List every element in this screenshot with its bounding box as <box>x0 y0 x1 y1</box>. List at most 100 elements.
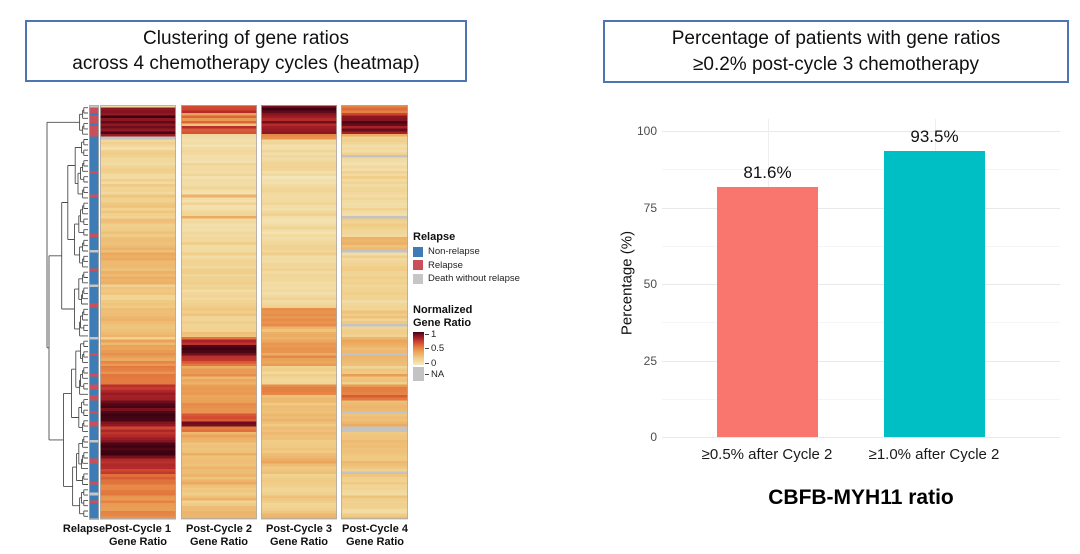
heatmap-cell <box>341 234 408 238</box>
heatmap-cell <box>100 268 176 272</box>
relapse-annotation-cell <box>89 186 99 190</box>
relapse-annotation-cell <box>89 134 99 137</box>
heatmap-cell <box>100 276 176 280</box>
relapse-annotation-cell <box>89 384 99 388</box>
heatmap-cell <box>341 482 408 486</box>
relapse-annotation-cell <box>89 184 99 188</box>
heatmap-title-line1: Clustering of gene ratios <box>143 27 349 49</box>
heatmap-cell <box>261 463 337 467</box>
heatmap-cell <box>181 410 257 414</box>
heatmap-cell <box>100 289 176 293</box>
heatmap-cell <box>181 458 257 462</box>
heatmap-cell <box>181 397 257 401</box>
heatmap-cell <box>261 192 337 195</box>
heatmap-cell <box>341 284 408 288</box>
relapse-swatch <box>413 260 423 271</box>
heatmap-col-label-3: Post-Cycle 3 Gene Ratio <box>265 523 333 548</box>
relapse-annotation-cell <box>89 286 99 290</box>
heatmap-cell <box>261 516 337 520</box>
heatmap-cell <box>261 244 337 248</box>
heatmap-cell <box>181 516 257 520</box>
heatmap-cell <box>341 358 408 362</box>
legend-item-relapse: Relapse <box>413 260 528 271</box>
relapse-annotation-cell <box>89 366 99 369</box>
heatmap-cell <box>100 511 176 515</box>
relapse-annotation-cell <box>89 189 99 193</box>
heatmap-cell <box>181 442 257 446</box>
heatmap-cell <box>100 366 176 369</box>
relapse-annotation-cell <box>89 128 99 132</box>
heatmap-cell <box>181 160 257 164</box>
heatmap-cell <box>341 503 408 507</box>
relapse-annotation-cell <box>89 503 99 507</box>
heatmap-cell <box>100 482 176 486</box>
heatmap-cell <box>341 255 408 259</box>
relapse-annotation-cell <box>89 294 99 298</box>
heatmap-cell <box>261 141 337 145</box>
heatmap-cell <box>181 260 257 264</box>
heatmap-cell <box>261 387 337 391</box>
heatmap-cell <box>341 197 408 201</box>
heatmap-cell <box>341 487 408 491</box>
heatmap-cell <box>261 331 337 335</box>
heatmap-cell <box>181 149 257 153</box>
heatmap-cell <box>100 447 176 451</box>
heatmap-cell <box>341 176 408 180</box>
heatmap-cell <box>261 202 337 206</box>
heatmap-cell <box>100 305 176 309</box>
heatmap-cell <box>341 279 408 282</box>
heatmap-cell <box>181 276 257 280</box>
heatmap-cell <box>181 355 257 359</box>
heatmap-cell <box>181 424 257 428</box>
heatmap-cell <box>181 147 257 151</box>
heatmap-cell <box>181 318 257 322</box>
heatmap-plot <box>46 105 408 520</box>
heatmap-cell <box>100 231 176 235</box>
relapse-annotation-cell <box>89 197 99 201</box>
heatmap-cell <box>181 110 257 114</box>
heatmap-cell <box>100 384 176 388</box>
heatmap-cell <box>341 207 408 211</box>
heatmap-cell <box>181 447 257 451</box>
heatmap-cell <box>261 242 337 246</box>
heatmap-cell <box>341 165 408 169</box>
heatmap-cell <box>261 508 337 512</box>
heatmap-cell <box>341 437 408 441</box>
heatmap-cell <box>181 218 257 222</box>
relapse-annotation-cell <box>89 107 99 111</box>
relapse-annotation-cell <box>89 458 99 462</box>
relapse-annotation-cell <box>89 257 99 261</box>
relapse-annotation-cell <box>89 466 99 470</box>
color-scale-gradient <box>413 332 424 366</box>
heatmap-cell <box>341 334 408 338</box>
heatmap-cell <box>181 157 257 161</box>
relapse-annotation-cell <box>89 344 99 348</box>
relapse-annotation-cell <box>89 334 99 338</box>
heatmap-cell <box>261 160 337 164</box>
heatmap-cell <box>100 476 176 480</box>
heatmap-cell <box>341 313 408 317</box>
heatmap-cell <box>100 176 176 180</box>
heatmap-cell <box>261 408 337 412</box>
heatmap-cell <box>100 373 176 377</box>
relapse-annotation-cell <box>89 176 99 180</box>
heatmap-cell <box>341 112 408 116</box>
heatmap-cell <box>261 184 337 188</box>
heatmap-cell <box>181 134 257 137</box>
relapse-annotation-cell <box>89 141 99 145</box>
relapse-annotation-cell <box>89 468 99 472</box>
heatmap-cell <box>100 260 176 264</box>
relapse-annotation-cell <box>89 131 99 135</box>
heatmap-cell <box>341 123 408 127</box>
heatmap-cell <box>100 426 176 430</box>
heatmap-cell <box>261 429 337 433</box>
heatmap-cell <box>341 460 408 464</box>
major-gridline <box>662 131 1060 132</box>
heatmap-cell <box>261 205 337 209</box>
heatmap-cell <box>100 286 176 290</box>
heatmap-column-frame <box>100 105 176 519</box>
heatmap-cell <box>100 165 176 169</box>
relapse-annotation-cell <box>89 487 99 491</box>
heatmap-cell <box>261 213 337 217</box>
heatmap-cell <box>261 350 337 354</box>
